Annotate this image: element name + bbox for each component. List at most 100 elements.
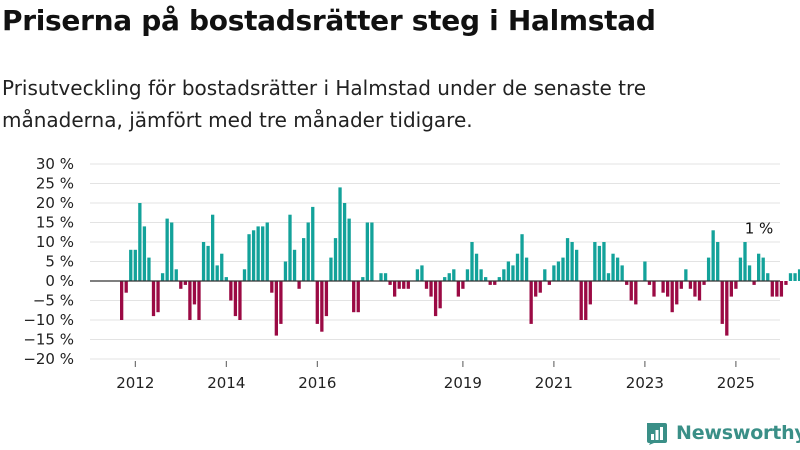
- bar-negative: [579, 281, 583, 320]
- bar-positive: [793, 273, 797, 281]
- bar-positive: [361, 277, 365, 281]
- bar-positive: [138, 203, 142, 281]
- bar-negative: [720, 281, 724, 324]
- bar-positive: [620, 265, 624, 281]
- bar-positive: [643, 261, 647, 281]
- bar-positive: [570, 242, 574, 281]
- bar-positive: [465, 269, 470, 281]
- bar-negative: [529, 281, 533, 324]
- bar-positive: [251, 230, 256, 281]
- y-tick-label: 15 %: [36, 214, 74, 232]
- bar-positive: [606, 273, 611, 281]
- bar-positive: [716, 242, 720, 281]
- bar-positive: [447, 273, 451, 281]
- bar-negative: [625, 281, 629, 285]
- bar-positive: [443, 277, 447, 281]
- y-tick-label: −10 %: [23, 311, 74, 329]
- bar-negative: [270, 281, 274, 293]
- bar-positive: [147, 257, 151, 281]
- y-tick-label: 30 %: [36, 155, 74, 173]
- bar-positive: [520, 234, 524, 281]
- bar-positive: [474, 253, 479, 281]
- chart-subtitle: Prisutveckling för bostadsrätter i Halms…: [2, 76, 647, 132]
- bar-positive: [497, 277, 501, 281]
- bar-positive: [215, 265, 219, 281]
- bar-positive: [420, 265, 424, 281]
- bar-positive: [543, 269, 547, 281]
- bar-positive: [788, 273, 793, 281]
- bar-positive: [311, 206, 315, 281]
- y-tick-label: 10 %: [36, 233, 74, 251]
- bar-positive: [565, 238, 570, 281]
- bar-chart: −20 %−15 % −10 %−5 % 0 %5 % 10 %15 % 20 %25 …: [23, 155, 800, 390]
- bar-positive: [766, 273, 770, 281]
- bar-positive: [502, 269, 506, 281]
- bar-positive: [470, 242, 474, 281]
- brand-logo: Newsworthy: [645, 420, 800, 446]
- bar-negative: [324, 281, 329, 317]
- bar-positive: [383, 273, 388, 281]
- bar-positive: [379, 273, 383, 281]
- bar-positive: [711, 230, 715, 281]
- bar-positive: [524, 257, 529, 281]
- bar-positive: [133, 249, 137, 281]
- bar-positive: [552, 265, 556, 281]
- bar-positive: [224, 277, 228, 281]
- bar-positive: [306, 222, 310, 281]
- bar-negative: [752, 281, 756, 285]
- y-tick-label: 20 %: [36, 194, 74, 212]
- bar-negative: [197, 281, 201, 320]
- bar-negative: [770, 281, 774, 297]
- bar-positive: [597, 245, 602, 281]
- bar-negative: [156, 281, 160, 313]
- bar-negative: [734, 281, 738, 289]
- bar-negative: [634, 281, 638, 305]
- x-tick-label: 2023: [626, 374, 664, 390]
- bar-negative: [702, 281, 706, 285]
- bar-positive: [738, 257, 743, 281]
- chart-title: Priserna på bostadsrätter steg i Halmsta…: [2, 4, 656, 37]
- bar-positive: [160, 273, 165, 281]
- bar-negative: [779, 281, 784, 297]
- bar-positive: [201, 242, 206, 281]
- bar-negative: [679, 281, 683, 289]
- bar-positive: [706, 257, 711, 281]
- bar-negative: [493, 281, 497, 285]
- bar-positive: [288, 214, 292, 281]
- bar-positive: [142, 226, 147, 281]
- bar-positive: [556, 261, 561, 281]
- bar-negative: [229, 281, 233, 301]
- y-tick-label: 0 %: [45, 272, 74, 290]
- bar-negative: [729, 281, 733, 297]
- bar-negative: [320, 281, 324, 332]
- bar-negative: [124, 281, 128, 293]
- x-tick-label: 2012: [116, 374, 154, 390]
- bar-positive: [261, 226, 265, 281]
- bar-negative: [456, 281, 460, 297]
- x-tick-label: 2014: [207, 374, 245, 390]
- bar-negative: [588, 281, 592, 305]
- bar-negative: [652, 281, 656, 297]
- bar-negative: [438, 281, 442, 309]
- bar-positive: [256, 226, 260, 281]
- bar-positive: [415, 269, 420, 281]
- bar-positive: [347, 218, 351, 281]
- bar-negative: [424, 281, 429, 289]
- bar-negative: [675, 281, 679, 305]
- bar-positive: [338, 187, 342, 281]
- bar-positive: [365, 222, 369, 281]
- bar-positive: [265, 222, 269, 281]
- bar-negative: [629, 281, 633, 301]
- bar-positive: [342, 203, 347, 281]
- bar-negative: [393, 281, 397, 297]
- bar-negative: [547, 281, 551, 285]
- x-tick-label: 2019: [444, 374, 482, 390]
- y-tick-label: −20 %: [23, 350, 74, 368]
- x-tick-label: 2025: [717, 374, 755, 390]
- bar-positive: [247, 234, 251, 281]
- bar-negative: [688, 281, 693, 289]
- bar-positive: [515, 253, 520, 281]
- bar-negative: [661, 281, 665, 293]
- bar-negative: [538, 281, 542, 293]
- bar-negative: [429, 281, 433, 297]
